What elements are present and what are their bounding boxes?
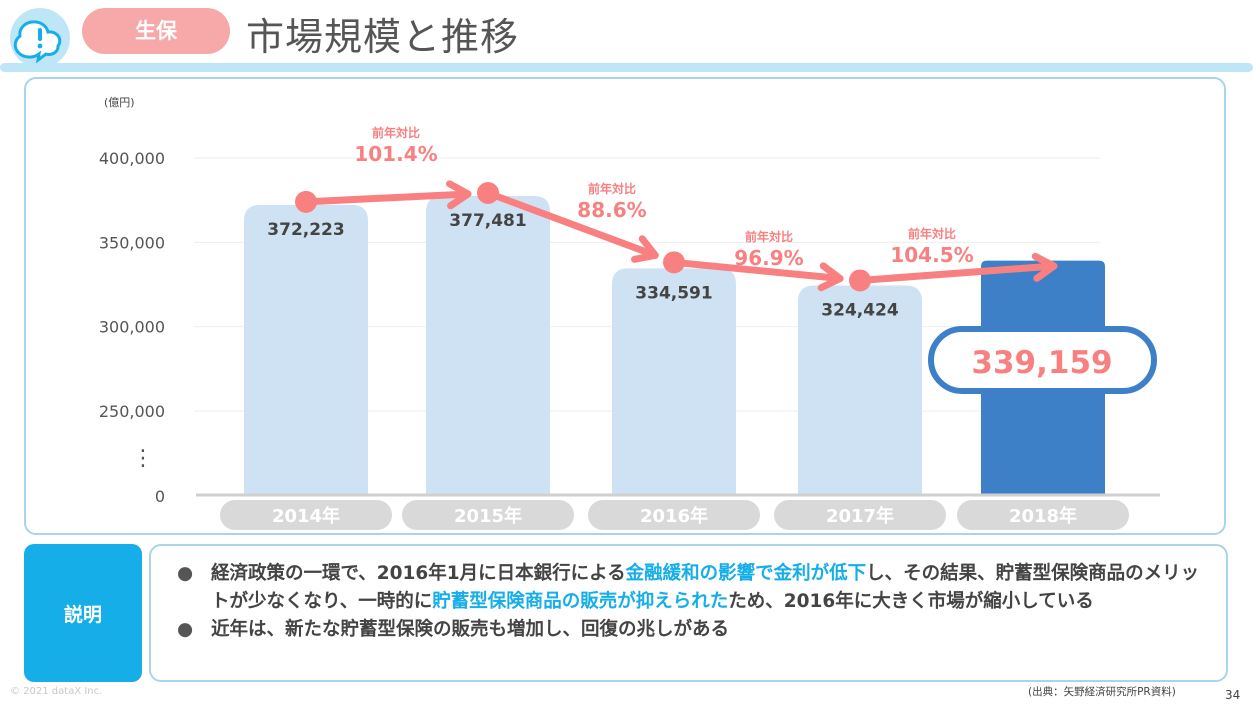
chart-panel: 400,000 350,000 300,000 250,000 0 (億円) ⋮ 372,22… <box>24 77 1226 535</box>
y-tick-label: 0 <box>155 487 165 506</box>
bullet-dot: ● <box>177 619 194 640</box>
explanation-panel: ● 経済政策の一環で、2016年1月に日本銀行による金融緩和の影響で金利が低下し、… <box>149 544 1228 682</box>
copyright: © 2021 dataX Inc. <box>10 686 103 697</box>
trend-segment <box>856 262 1058 284</box>
trend-point <box>849 269 871 292</box>
trend-segment <box>302 190 472 206</box>
growth-rate-caption: 前年対比 <box>908 226 956 241</box>
x-tick-label: 2016年 <box>640 505 708 527</box>
highlight-value-callout <box>928 326 1157 394</box>
trend-arrowhead <box>446 180 472 210</box>
trend-point <box>663 251 685 274</box>
x-tick-label: 2015年 <box>454 505 522 527</box>
growth-rate-caption: 前年対比 <box>745 229 793 244</box>
bar <box>612 268 736 495</box>
x-tick-label: 2018年 <box>1009 505 1077 527</box>
growth-rate-value: 101.4% <box>354 142 437 166</box>
trend-arrowhead <box>817 262 844 292</box>
x-tick-label: 2017年 <box>826 505 894 527</box>
bar <box>244 204 368 496</box>
growth-rate-caption: 前年対比 <box>372 125 420 140</box>
category-pill <box>588 500 760 530</box>
bullet-text-segment: 近年は、新たな貯蓄型保険の販売も増加し、回復の兆しがある <box>211 619 730 640</box>
bar-value-label: 372,223 <box>267 220 344 240</box>
bullet-text: 近年は、新たな貯蓄型保険の販売も増加し、回復の兆しがある <box>211 616 1206 644</box>
growth-rate-value: 104.5% <box>890 243 973 267</box>
category-pill <box>957 500 1129 530</box>
trend-segment <box>670 258 844 283</box>
y-tick-label: 250,000 <box>99 402 165 421</box>
y-tick-label: 300,000 <box>99 318 165 337</box>
highlight-text: 金融緩和の影響で金利が低下 <box>625 563 867 584</box>
growth-rate-caption: 前年対比 <box>588 181 636 196</box>
category-pill <box>774 500 946 530</box>
explanation-bullet: ● 近年は、新たな貯蓄型保険の販売も増加し、回復の兆しがある <box>177 616 1206 644</box>
category-pill <box>220 500 392 530</box>
logo-chat-icon <box>10 8 70 68</box>
page-title: 市場規模と推移 <box>246 15 520 59</box>
title-underline <box>0 63 1253 72</box>
y-unit-label: (億円) <box>104 96 135 109</box>
bullet-text-segment: ため、2016年に大きく市場が縮小している <box>728 591 1094 612</box>
source-citation: (出典：矢野経済研究所PR資料) <box>1028 686 1176 698</box>
growth-rate-value: 88.6% <box>577 198 646 222</box>
trend-point <box>477 181 499 204</box>
trend-arrowhead <box>1031 252 1058 282</box>
x-tick-label: 2014年 <box>272 505 340 527</box>
trend-point <box>295 190 317 213</box>
category-badge: 生保 <box>82 8 230 54</box>
bullet-text: 経済政策の一環で、2016年1月に日本銀行による金融緩和の影響で金利が低下し、そ… <box>211 560 1206 616</box>
bar <box>798 285 922 495</box>
bar <box>426 195 550 495</box>
trend-segment <box>484 189 659 259</box>
growth-rate-value: 96.9% <box>734 246 803 270</box>
bar-value-label: 377,481 <box>449 211 526 231</box>
y-tick-label: 350,000 <box>99 233 165 252</box>
highlight-value-label: 339,159 <box>971 345 1112 381</box>
page-number: 34 <box>1225 688 1241 702</box>
bullet-dot: ● <box>177 563 194 584</box>
bullet-text-segment: 経済政策の一環で、2016年1月に日本銀行による <box>211 563 626 584</box>
category-pill <box>402 500 574 530</box>
explanation-bullet: ● 経済政策の一環で、2016年1月に日本銀行による金融緩和の影響で金利が低下し、… <box>177 560 1206 616</box>
explanation-label: 説明 <box>24 544 142 682</box>
highlight-text: 貯蓄型保険商品の販売が抑えられた <box>432 591 729 612</box>
bar-value-label: 334,591 <box>635 283 712 303</box>
trend-arrowhead <box>631 235 659 263</box>
bar-value-label: 324,424 <box>821 300 899 320</box>
axis-break-marker: ⋮ <box>132 446 154 471</box>
bullet-text-segment: し、その結果、貯蓄型保険商品のメリットが少なくなり、一時的に <box>211 563 1200 612</box>
market-size-chart: 400,000 350,000 300,000 250,000 0 (億円) ⋮ 372,22… <box>99 96 1160 530</box>
y-tick-label: 400,000 <box>99 149 165 168</box>
